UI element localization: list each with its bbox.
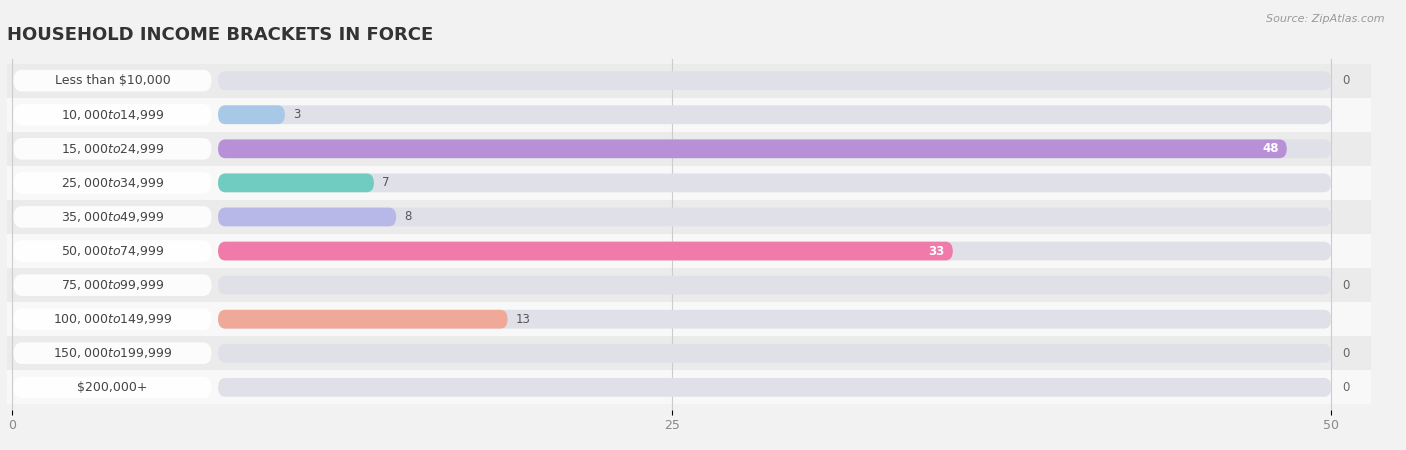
Text: Less than $10,000: Less than $10,000	[55, 74, 170, 87]
FancyBboxPatch shape	[218, 242, 1331, 261]
Text: 0: 0	[1341, 347, 1350, 360]
FancyBboxPatch shape	[0, 63, 1384, 98]
FancyBboxPatch shape	[0, 268, 1384, 302]
Text: 0: 0	[1341, 74, 1350, 87]
FancyBboxPatch shape	[0, 98, 1384, 132]
FancyBboxPatch shape	[0, 370, 1384, 405]
FancyBboxPatch shape	[14, 104, 211, 126]
FancyBboxPatch shape	[0, 166, 1384, 200]
Text: $10,000 to $14,999: $10,000 to $14,999	[60, 108, 165, 122]
FancyBboxPatch shape	[218, 242, 953, 261]
FancyBboxPatch shape	[14, 342, 211, 364]
FancyBboxPatch shape	[218, 207, 1331, 226]
FancyBboxPatch shape	[0, 200, 1384, 234]
FancyBboxPatch shape	[14, 70, 211, 91]
Text: $25,000 to $34,999: $25,000 to $34,999	[60, 176, 165, 190]
FancyBboxPatch shape	[218, 174, 374, 192]
Text: 7: 7	[382, 176, 389, 189]
FancyBboxPatch shape	[218, 207, 396, 226]
FancyBboxPatch shape	[0, 234, 1384, 268]
Text: 0: 0	[1341, 279, 1350, 292]
Text: 48: 48	[1263, 142, 1279, 155]
FancyBboxPatch shape	[0, 132, 1384, 166]
FancyBboxPatch shape	[14, 274, 211, 296]
FancyBboxPatch shape	[14, 206, 211, 228]
FancyBboxPatch shape	[218, 310, 508, 328]
FancyBboxPatch shape	[218, 276, 1331, 294]
Text: $35,000 to $49,999: $35,000 to $49,999	[60, 210, 165, 224]
Text: $200,000+: $200,000+	[77, 381, 148, 394]
Text: 8: 8	[404, 211, 412, 224]
Text: $100,000 to $149,999: $100,000 to $149,999	[53, 312, 173, 326]
Text: 0: 0	[1341, 381, 1350, 394]
FancyBboxPatch shape	[14, 377, 211, 398]
Text: 3: 3	[292, 108, 299, 121]
Text: $75,000 to $99,999: $75,000 to $99,999	[60, 278, 165, 292]
Text: 13: 13	[516, 313, 530, 326]
Text: Source: ZipAtlas.com: Source: ZipAtlas.com	[1267, 14, 1385, 23]
FancyBboxPatch shape	[218, 378, 1331, 397]
Text: $15,000 to $24,999: $15,000 to $24,999	[60, 142, 165, 156]
Text: 33: 33	[928, 244, 945, 257]
FancyBboxPatch shape	[14, 240, 211, 262]
FancyBboxPatch shape	[0, 336, 1384, 370]
FancyBboxPatch shape	[218, 71, 1331, 90]
FancyBboxPatch shape	[218, 105, 1331, 124]
FancyBboxPatch shape	[0, 302, 1384, 336]
FancyBboxPatch shape	[218, 140, 1331, 158]
FancyBboxPatch shape	[14, 308, 211, 330]
FancyBboxPatch shape	[218, 310, 1331, 328]
FancyBboxPatch shape	[218, 344, 1331, 363]
FancyBboxPatch shape	[218, 105, 285, 124]
Text: $50,000 to $74,999: $50,000 to $74,999	[60, 244, 165, 258]
FancyBboxPatch shape	[218, 174, 1331, 192]
Text: $150,000 to $199,999: $150,000 to $199,999	[53, 346, 173, 360]
Text: HOUSEHOLD INCOME BRACKETS IN FORCE: HOUSEHOLD INCOME BRACKETS IN FORCE	[7, 27, 433, 45]
FancyBboxPatch shape	[14, 138, 211, 160]
FancyBboxPatch shape	[14, 172, 211, 194]
FancyBboxPatch shape	[218, 140, 1286, 158]
